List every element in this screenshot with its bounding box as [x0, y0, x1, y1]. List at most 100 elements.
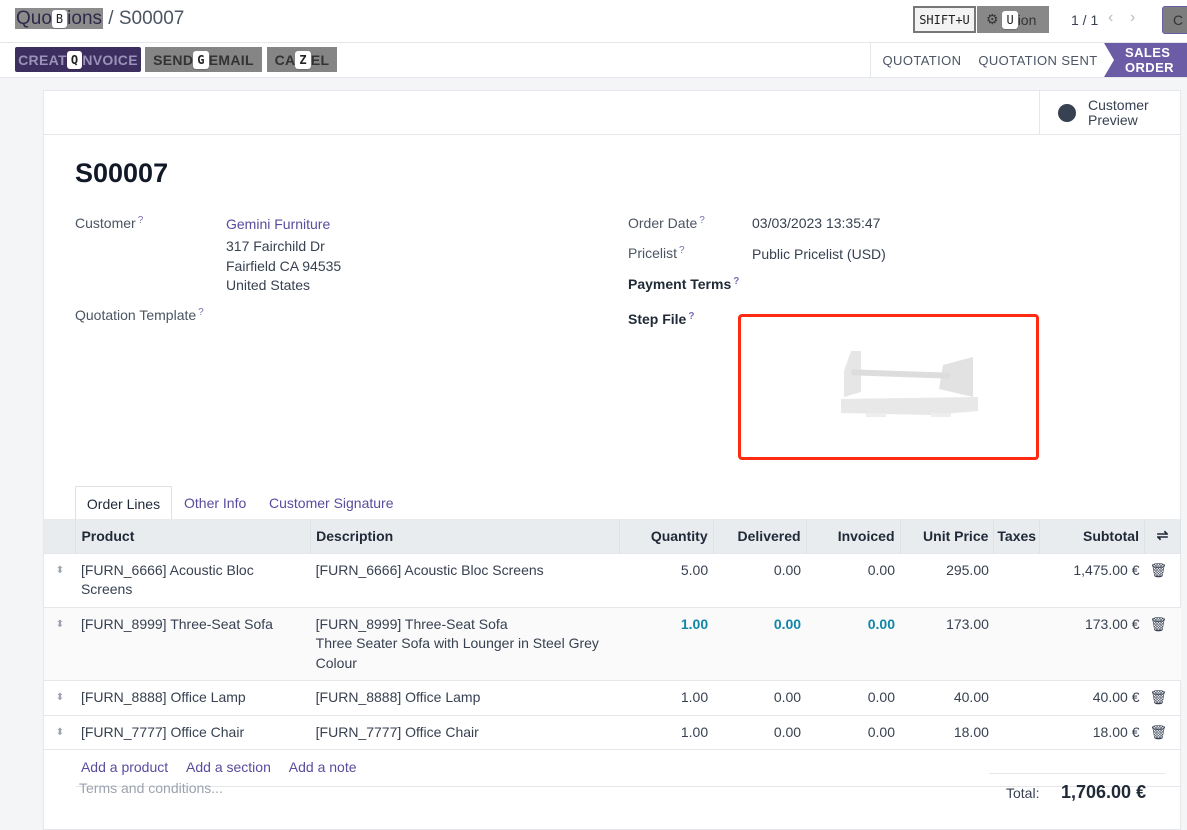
create-invoice-button[interactable]: CREAT Q NVOICE	[15, 47, 141, 72]
add-line-row: Add a product Add a section Add a note	[44, 749, 1181, 787]
line-delivered[interactable]: 0.00	[713, 680, 807, 715]
line-unit-price[interactable]: 173.00	[900, 606, 994, 681]
trash-icon[interactable]: 🗑	[1144, 606, 1181, 681]
table-header: Product Description Quantity Delivered I…	[44, 519, 1182, 553]
add-product-link[interactable]: Add a product	[80, 759, 169, 775]
send-email-button[interactable]: SEND G EMAIL	[145, 47, 262, 72]
line-invoiced[interactable]: 0.00	[806, 680, 900, 715]
col-unit-price[interactable]: Unit Price	[900, 519, 995, 553]
add-section-link[interactable]: Add a section	[186, 759, 271, 775]
shift-u-hotkey: SHIFT+U	[913, 6, 976, 33]
table-row[interactable]: ⬍ [FURN_6666] Acoustic Bloc Screens [FUR…	[44, 552, 1181, 607]
optional-columns-icon[interactable]: ⇌	[1144, 519, 1182, 553]
line-subtotal: 1,475.00 €	[1039, 552, 1145, 607]
record-title: S00007	[75, 158, 169, 188]
line-description[interactable]: [FURN_6666] Acoustic Bloc Screens	[310, 552, 620, 607]
terms-input[interactable]: Terms and conditions...	[79, 780, 223, 796]
tab-customer-signature[interactable]: Customer Signature	[269, 495, 394, 511]
line-delivered[interactable]: 0.00	[713, 606, 807, 681]
status-quotation-sent[interactable]: QUOTATION SENT	[978, 52, 1098, 68]
line-product[interactable]: [FURN_7777] Office Chair	[75, 714, 311, 750]
table-row[interactable]: ⬍ [FURN_8888] Office Lamp [FURN_8888] Of…	[44, 680, 1181, 715]
order-date-field[interactable]: 03/03/2023 13:35:47	[752, 215, 881, 231]
order-date-label: Order Date?	[628, 215, 705, 231]
drag-handle-icon[interactable]: ⬍	[44, 714, 76, 750]
pricelist-label: Pricelist?	[628, 245, 685, 261]
hotkey-u: U	[1002, 10, 1018, 29]
drag-handle-icon[interactable]: ⬍	[44, 606, 76, 681]
line-invoiced[interactable]: 0.00	[806, 552, 900, 607]
total-label: Total:	[1006, 785, 1040, 801]
line-taxes[interactable]	[993, 714, 1040, 750]
col-description[interactable]: Description	[310, 519, 620, 553]
customer-preview-button[interactable]: Customer Preview	[1039, 91, 1181, 134]
line-product[interactable]: [FURN_8888] Office Lamp	[75, 680, 311, 715]
line-quantity[interactable]: 1.00	[619, 714, 714, 750]
line-unit-price[interactable]: 18.00	[900, 714, 994, 750]
status-sales-order[interactable]: SALES ORDER	[1104, 43, 1187, 77]
create-button[interactable]: C	[1162, 6, 1187, 34]
step-file-viewer[interactable]	[738, 314, 1039, 460]
breadcrumb-separator: /	[108, 8, 114, 29]
line-description[interactable]: [FURN_8999] Three-Seat Sofa Three Seater …	[310, 606, 620, 681]
line-taxes[interactable]	[993, 680, 1040, 715]
col-quantity[interactable]: Quantity	[619, 519, 714, 553]
line-taxes[interactable]	[993, 606, 1040, 681]
col-subtotal[interactable]: Subtotal	[1039, 519, 1145, 553]
tab-order-lines[interactable]: Order Lines	[75, 486, 172, 520]
payment-terms-label: Payment Terms?	[628, 276, 740, 292]
pager: 1 / 1	[1071, 12, 1099, 28]
hotkey-b: B	[51, 9, 68, 28]
tab-other-info[interactable]: Other Info	[184, 495, 247, 511]
trash-icon[interactable]: 🗑	[1144, 680, 1181, 715]
line-subtotal: 18.00 €	[1039, 714, 1145, 750]
add-note-link[interactable]: Add a note	[288, 759, 357, 775]
line-invoiced[interactable]: 0.00	[806, 606, 900, 681]
order-lines-table: Product Description Quantity Delivered I…	[44, 519, 1182, 787]
line-invoiced[interactable]: 0.00	[806, 714, 900, 750]
line-unit-price[interactable]: 295.00	[900, 552, 994, 607]
total-divider	[989, 773, 1165, 774]
divider	[43, 134, 1181, 135]
line-product[interactable]: [FURN_8999] Three-Seat Sofa	[75, 606, 311, 681]
line-delivered[interactable]: 0.00	[713, 714, 807, 750]
customer-address: 317 Fairchild Dr Fairfield CA 94535 United…	[226, 238, 342, 293]
line-taxes[interactable]	[993, 552, 1040, 607]
drag-handle-icon[interactable]: ⬍	[44, 552, 76, 607]
prev-record-icon[interactable]: ‹	[1108, 9, 1114, 26]
line-unit-price[interactable]: 40.00	[900, 680, 994, 715]
drag-handle-icon[interactable]: ⬍	[44, 680, 76, 715]
line-description[interactable]: [FURN_7777] Office Chair	[310, 714, 620, 750]
next-record-icon[interactable]: ›	[1130, 9, 1136, 26]
line-quantity[interactable]: 1.00	[619, 606, 714, 681]
customer-link[interactable]: Gemini Furniture	[226, 216, 331, 232]
col-product[interactable]: Product	[75, 519, 312, 553]
status-quotation[interactable]: QUOTATION	[870, 43, 973, 77]
col-taxes[interactable]: Taxes	[993, 519, 1041, 553]
trash-icon[interactable]: 🗑	[1144, 552, 1181, 607]
table-row[interactable]: ⬍ [FURN_7777] Office Chair [FURN_7777] O…	[44, 714, 1181, 750]
trash-icon[interactable]: 🗑	[1144, 714, 1181, 750]
line-quantity[interactable]: 5.00	[619, 552, 714, 607]
line-product[interactable]: [FURN_6666] Acoustic Bloc Screens	[75, 552, 311, 607]
line-subtotal: 40.00 €	[1039, 680, 1145, 715]
pricelist-field[interactable]: Public Pricelist (USD)	[752, 246, 886, 262]
line-delivered[interactable]: 0.00	[713, 552, 807, 607]
line-subtotal: 173.00 €	[1039, 606, 1145, 681]
cancel-button[interactable]: CA Z EL	[267, 47, 337, 72]
customer-label: Customer?	[75, 215, 144, 231]
line-quantity[interactable]: 1.00	[619, 680, 714, 715]
col-invoiced[interactable]: Invoiced	[806, 519, 901, 553]
action-bar: CREAT Q NVOICE SEND G EMAIL CA Z EL QUOTATION…	[0, 43, 1187, 78]
table-row[interactable]: ⬍ [FURN_8999] Three-Seat Sofa [FURN_8999…	[44, 606, 1181, 681]
3d-model-preview	[841, 351, 978, 417]
total-value: 1,706.00 €	[1061, 782, 1147, 802]
hotkey-label: SHIFT+U	[919, 12, 970, 27]
line-description[interactable]: [FURN_8888] Office Lamp	[310, 680, 620, 715]
col-delivered[interactable]: Delivered	[713, 519, 807, 553]
step-file-label: Step File?	[628, 311, 695, 327]
